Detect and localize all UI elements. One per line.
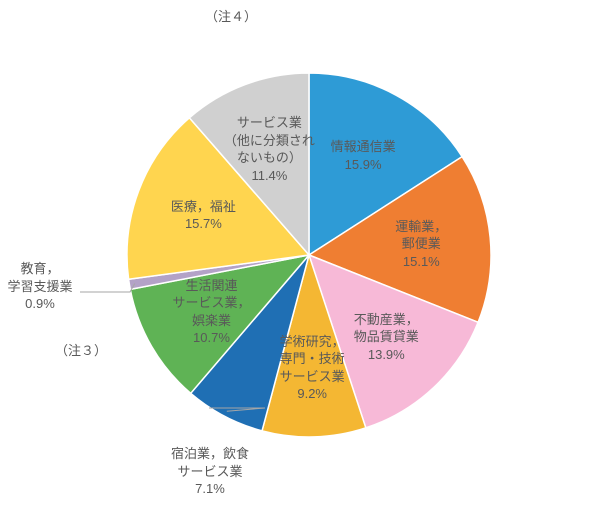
pie-chart [0,0,614,518]
leader-line [80,283,135,292]
